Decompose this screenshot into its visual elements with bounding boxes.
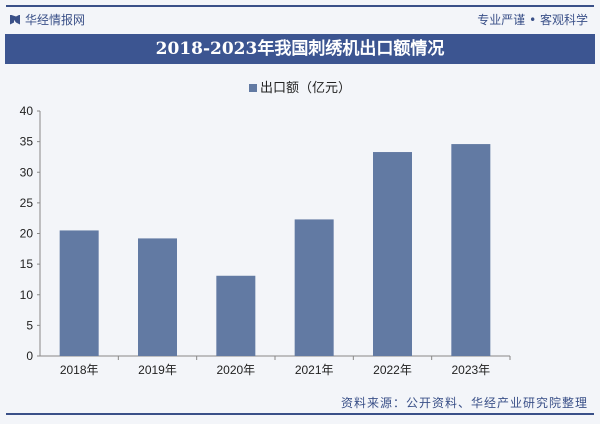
bar (451, 144, 491, 356)
logo-icon (10, 14, 20, 25)
y-tick-label: 30 (20, 165, 34, 179)
x-tick-label: 2021年 (295, 363, 334, 377)
y-tick-label: 25 (20, 196, 34, 210)
y-tick-label: 10 (20, 288, 34, 302)
x-tick-label: 2018年 (60, 363, 99, 377)
bar (138, 238, 177, 356)
x-tick-label: 2020年 (216, 363, 255, 377)
bottom-divider (6, 413, 594, 415)
legend-swatch (248, 84, 257, 92)
y-tick-label: 5 (26, 318, 33, 332)
y-tick-label: 0 (26, 349, 33, 363)
top-divider (6, 5, 594, 7)
bar (294, 219, 334, 356)
legend-label: 出口额（亿元） (259, 81, 351, 96)
bar (216, 275, 256, 356)
brand: 华经情报网 (10, 11, 85, 28)
y-tick-label: 15 (20, 257, 34, 271)
y-tick-label: 40 (20, 104, 34, 118)
x-tick-label: 2019年 (138, 363, 177, 377)
slogan: 专业严谨 • 客观科学 (477, 13, 588, 27)
chart-title: 2018-2023年我国刺绣机出口额情况 (5, 34, 595, 64)
x-tick-label: 2022年 (373, 363, 412, 377)
y-tick-label: 20 (20, 227, 34, 241)
bar (373, 152, 412, 356)
bar (59, 230, 99, 356)
y-tick-label: 35 (20, 135, 34, 149)
x-tick-label: 2023年 (451, 363, 490, 377)
brand-name: 华经情报网 (25, 13, 86, 27)
legend: 出口额（亿元） (0, 77, 600, 96)
source-note: 资料来源：公开资料、华经产业研究院整理 (340, 396, 588, 410)
